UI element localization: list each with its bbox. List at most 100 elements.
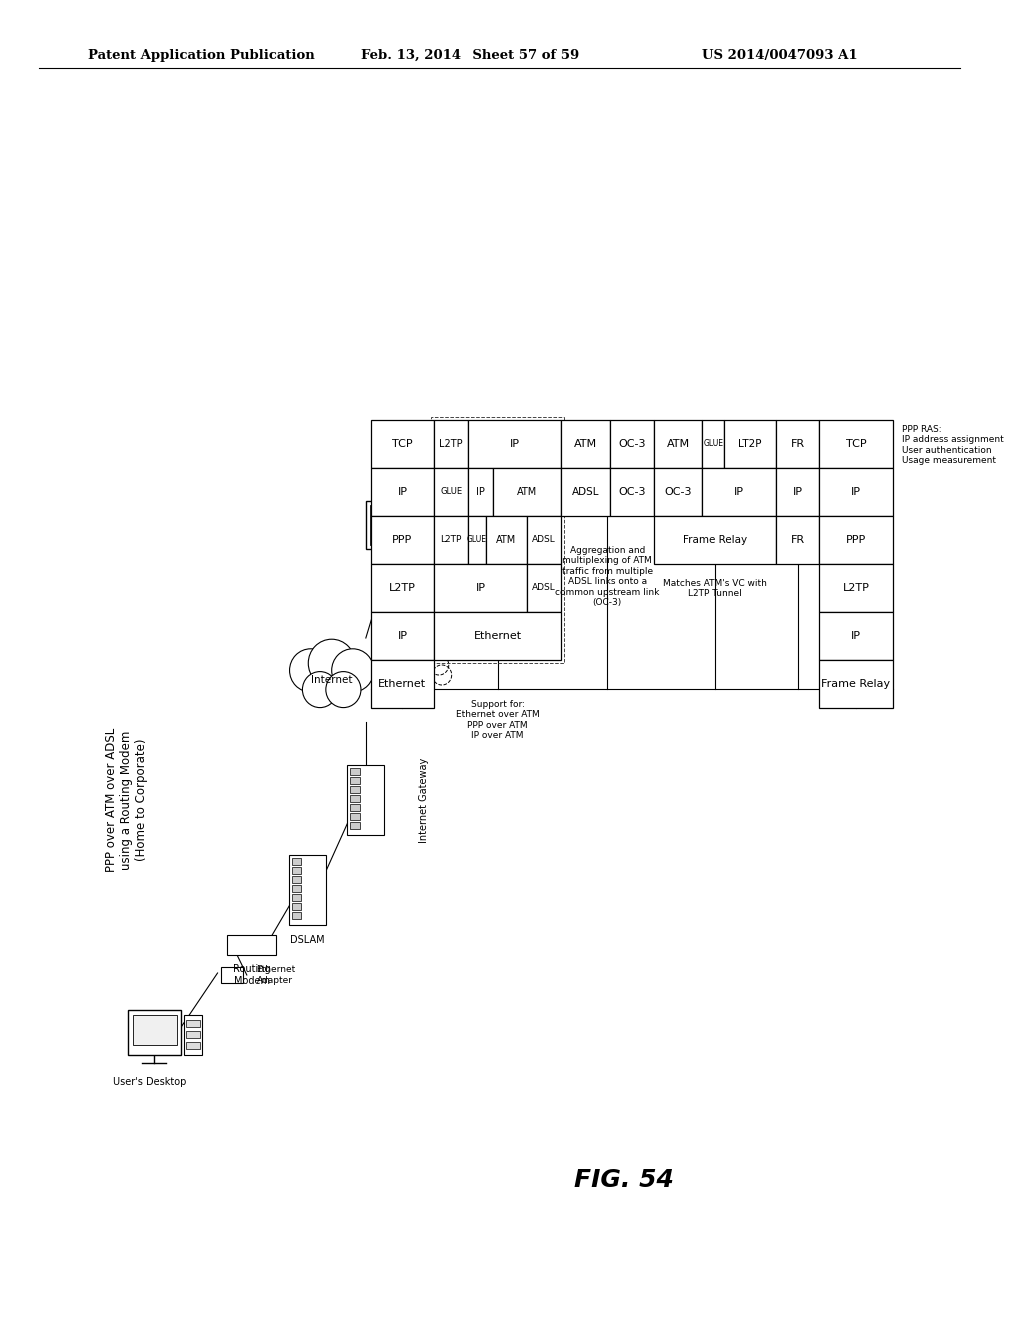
Text: ADSL: ADSL (571, 487, 599, 498)
Bar (227, 935, 276, 954)
Text: L2TP: L2TP (440, 536, 462, 544)
Bar (428, 512, 449, 517)
Text: PPP over ATM over ADSL
using a Routing Modem
(Home to Corporate): PPP over ATM over ADSL using a Routing M… (105, 727, 148, 873)
Text: IP: IP (397, 487, 408, 498)
Bar (819, 660, 893, 708)
Text: IP: IP (793, 487, 803, 498)
Bar (526, 516, 561, 564)
Text: Aggregation and
multiplexing of ATM
traffic from multiple
ADSL links onto a
comm: Aggregation and multiplexing of ATM traf… (555, 546, 659, 607)
Bar (434, 564, 526, 612)
Text: OC-3: OC-3 (665, 487, 692, 498)
Bar (775, 516, 819, 564)
Text: US 2014/0047093 A1: US 2014/0047093 A1 (702, 49, 858, 62)
Text: FR: FR (791, 535, 805, 545)
Bar (775, 469, 819, 516)
Bar (702, 469, 775, 516)
Bar (292, 876, 301, 883)
Bar (653, 420, 702, 469)
Text: Internet Gateway: Internet Gateway (420, 758, 429, 842)
Bar (347, 766, 384, 836)
Text: ATM: ATM (497, 535, 516, 545)
Text: IP: IP (734, 487, 744, 498)
Text: FIG. 54: FIG. 54 (574, 1168, 674, 1192)
Bar (609, 420, 653, 469)
Text: L2TP: L2TP (843, 583, 869, 593)
Text: Support for:
Ethernet over ATM
PPP over ATM
IP over ATM: Support for: Ethernet over ATM PPP over … (456, 700, 540, 741)
Bar (819, 612, 893, 660)
Circle shape (302, 672, 338, 708)
Bar (819, 564, 893, 612)
Text: IP: IP (476, 487, 485, 498)
Bar (133, 1015, 176, 1045)
Text: User's Desktop: User's Desktop (113, 1077, 186, 1086)
Bar (371, 469, 434, 516)
Bar (289, 855, 326, 925)
Text: Routing
Modem: Routing Modem (232, 964, 270, 986)
Text: IP: IP (475, 583, 485, 593)
Bar (426, 502, 451, 549)
Text: L2TP: L2TP (439, 440, 463, 449)
Text: IP: IP (510, 440, 519, 449)
Bar (428, 539, 449, 545)
Circle shape (290, 649, 332, 692)
Text: PPP: PPP (392, 535, 413, 545)
Text: Patent Application Publication: Patent Application Publication (88, 49, 314, 62)
Text: ADSL: ADSL (532, 583, 556, 593)
Text: OC-3: OC-3 (617, 487, 645, 498)
Text: L2TP: L2TP (389, 583, 416, 593)
Bar (434, 420, 468, 469)
Text: TCP: TCP (846, 440, 866, 449)
Bar (292, 912, 301, 919)
Bar (819, 469, 893, 516)
Text: Ethernet
Adapter: Ethernet Adapter (257, 965, 296, 985)
Bar (371, 420, 434, 469)
Bar (819, 516, 893, 564)
Text: ADSL: ADSL (532, 536, 556, 544)
Bar (653, 469, 702, 516)
Bar (468, 469, 493, 516)
Text: IP: IP (851, 631, 861, 642)
Text: Internet: Internet (311, 675, 352, 685)
Bar (186, 1041, 200, 1049)
Text: Frame Relay: Frame Relay (683, 535, 746, 545)
Bar (371, 660, 434, 708)
Bar (428, 531, 449, 536)
Bar (775, 420, 819, 469)
Text: GLUE: GLUE (703, 440, 723, 449)
Text: Corporate Remote
Access Server: Corporate Remote Access Server (457, 480, 478, 570)
Circle shape (308, 639, 355, 688)
Text: ATM: ATM (573, 440, 597, 449)
Bar (371, 564, 434, 612)
Bar (221, 968, 243, 983)
Bar (292, 903, 301, 909)
Circle shape (326, 672, 360, 708)
Text: Ethernet: Ethernet (378, 678, 426, 689)
Text: FR: FR (791, 440, 805, 449)
Text: GLUE: GLUE (440, 487, 462, 496)
Bar (434, 612, 561, 660)
Text: PPP: PPP (846, 535, 866, 545)
Bar (702, 420, 724, 469)
Bar (366, 502, 424, 549)
Bar (468, 420, 561, 469)
Bar (724, 420, 775, 469)
Bar (561, 420, 609, 469)
Bar (653, 516, 775, 564)
Text: Matches ATM's VC with
L2TP Tunnel: Matches ATM's VC with L2TP Tunnel (663, 579, 767, 598)
Bar (184, 1015, 202, 1055)
Bar (431, 417, 564, 663)
Bar (371, 612, 434, 660)
Bar (350, 804, 360, 810)
Bar (186, 1031, 200, 1038)
Bar (128, 1010, 181, 1055)
Text: IP: IP (851, 487, 861, 498)
Bar (292, 867, 301, 874)
Bar (350, 795, 360, 803)
Bar (485, 516, 526, 564)
Bar (493, 469, 561, 516)
Text: ATM: ATM (667, 440, 689, 449)
Text: Frame Relay: Frame Relay (821, 678, 891, 689)
Text: PPP RAS:
IP address assignment
User authentication
Usage measurement: PPP RAS: IP address assignment User auth… (902, 425, 1005, 465)
Text: LT2P: LT2P (738, 440, 762, 449)
Text: Ethernet: Ethernet (473, 631, 521, 642)
